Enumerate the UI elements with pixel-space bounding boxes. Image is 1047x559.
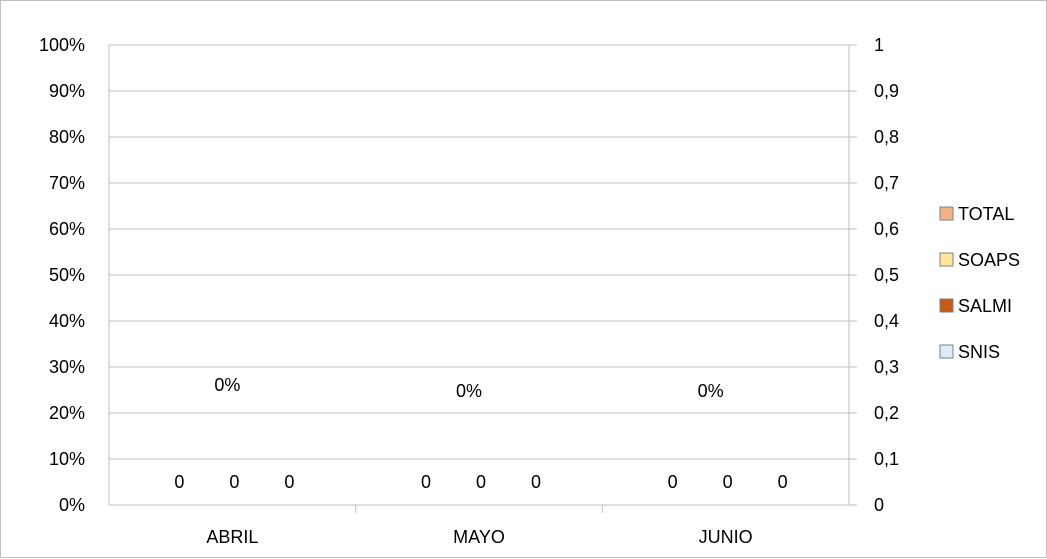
legend-label: SOAPS [958,250,1020,270]
left-tick-label: 100% [39,35,85,55]
right-tick-label: 0,2 [874,403,899,423]
right-tick-label: 1 [874,35,884,55]
data-label: 0 [476,472,486,492]
left-tick-label: 10% [49,449,85,469]
left-tick-label: 30% [49,357,85,377]
legend-label: TOTAL [958,204,1014,224]
data-label: 0 [668,472,678,492]
left-tick-label: 0% [59,495,85,515]
category-label: ABRIL [206,527,258,547]
left-axis-ticks: 0% 10% 20% 30% 40% 50% 60% 70% 80% 90% 100% [39,35,85,515]
right-tick-label: 0,8 [874,127,899,147]
legend-swatch [939,252,954,267]
right-tick-label: 0,7 [874,173,899,193]
data-labels: 0% 0% 0% 0 0 0 0 0 0 0 0 0 [174,375,787,492]
right-tick-label: 0,9 [874,81,899,101]
legend-label: SALMI [958,296,1012,316]
left-tick-label: 40% [49,311,85,331]
left-tick-label: 80% [49,127,85,147]
right-tick-label: 0,5 [874,265,899,285]
category-axis-ticks: ABRIL MAYO JUNIO [206,527,752,547]
legend-swatch [939,298,954,313]
data-label: 0 [229,472,239,492]
data-label: 0 [284,472,294,492]
left-tick-label: 90% [49,81,85,101]
axes [108,44,857,513]
category-label: MAYO [453,527,505,547]
left-tick-label: 60% [49,219,85,239]
category-label: JUNIO [699,527,753,547]
data-label: 0 [531,472,541,492]
data-label: 0% [456,381,482,401]
legend-swatch [939,344,954,359]
right-tick-label: 0,1 [874,449,899,469]
data-label: 0 [421,472,431,492]
legend-label: SNIS [958,342,1000,362]
gridlines [109,44,849,460]
right-tick-label: 0 [874,495,884,515]
right-tick-label: 0,4 [874,311,899,331]
right-axis-ticks: 0 0,1 0,2 0,3 0,4 0,5 0,6 0,7 0,8 0,9 1 [874,35,899,515]
left-tick-label: 70% [49,173,85,193]
data-label: 0% [698,381,724,401]
data-label: 0 [174,472,184,492]
legend-swatch [939,206,954,221]
right-tick-label: 0,3 [874,357,899,377]
data-label: 0% [214,375,240,395]
left-tick-label: 50% [49,265,85,285]
right-tick-label: 0,6 [874,219,899,239]
legend: TOTAL SOAPS SALMI SNIS [939,204,1020,362]
left-tick-label: 20% [49,403,85,423]
data-label: 0 [723,472,733,492]
data-label: 0 [778,472,788,492]
